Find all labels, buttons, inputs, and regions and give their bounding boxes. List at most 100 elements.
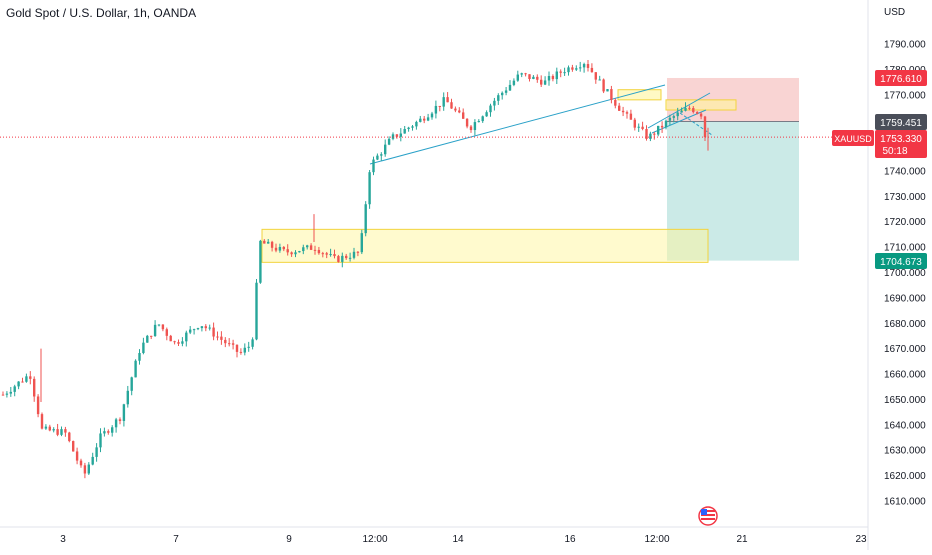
candle [212, 322, 215, 341]
candle [360, 229, 363, 255]
candle [251, 337, 254, 350]
candle [446, 92, 449, 103]
price-tick-label: 1640.000 [884, 420, 926, 431]
supply-zone-right[interactable] [665, 99, 737, 111]
candle [528, 74, 531, 82]
channel-break-line[interactable] [679, 112, 713, 136]
candle [255, 279, 258, 341]
candle [403, 125, 406, 134]
candle [64, 426, 67, 437]
candle [594, 72, 597, 84]
candle [368, 170, 371, 209]
time-tick-label: 9 [286, 534, 292, 545]
candle [473, 119, 477, 136]
candle [48, 424, 51, 432]
candle [419, 115, 422, 123]
candle [633, 117, 636, 131]
time-tick-label: 7 [173, 534, 179, 545]
candle [325, 251, 328, 259]
candle [1, 391, 5, 396]
candle [216, 331, 219, 341]
candle [9, 386, 12, 397]
channel-upper-line[interactable] [647, 92, 711, 129]
candle [664, 119, 668, 130]
time-tick-label: 12:00 [362, 534, 387, 545]
candle [220, 331, 223, 345]
time-tick-label: 14 [452, 534, 464, 545]
candle [699, 112, 703, 120]
time-tick-label: 12:00 [644, 534, 669, 545]
candle [302, 244, 305, 255]
candle [559, 69, 562, 78]
candle [387, 136, 391, 146]
candle [56, 423, 59, 437]
price-tick-label: 1770.000 [884, 90, 926, 101]
candle [668, 114, 672, 126]
candle [306, 244, 309, 250]
candle [610, 85, 613, 104]
price-axis[interactable]: 1790.0001780.0001770.0001760.0001750.000… [884, 40, 926, 508]
candle [637, 123, 640, 132]
stop-price-badge: 1776.610 [875, 70, 927, 86]
demand-zone[interactable] [261, 228, 709, 263]
candle [208, 324, 211, 331]
candle [407, 126, 410, 132]
price-tick-label: 1660.000 [884, 370, 926, 381]
candle [356, 251, 360, 257]
candle [173, 340, 176, 345]
candle [641, 121, 644, 131]
candle [87, 462, 90, 475]
candle [649, 131, 652, 142]
candle [540, 75, 543, 88]
candle [72, 440, 75, 452]
candle [653, 131, 656, 140]
price-tick-label: 1710.000 [884, 243, 926, 254]
candle [520, 72, 523, 78]
candle [442, 92, 445, 111]
time-tick-label: 21 [736, 534, 748, 545]
candle [228, 338, 231, 347]
candle [181, 337, 184, 347]
candle [17, 381, 20, 390]
last-price-label: 1753.330 [880, 134, 922, 145]
price-tick-label: 1630.000 [884, 446, 926, 457]
candle [696, 111, 699, 115]
candle [169, 334, 172, 342]
candle [426, 113, 430, 122]
candle [126, 385, 129, 408]
candle [146, 334, 149, 343]
candle [380, 152, 383, 161]
candle [99, 428, 102, 453]
candle [243, 343, 246, 356]
candle [532, 75, 535, 80]
candle [185, 330, 188, 347]
supply-zone-left[interactable] [617, 89, 662, 101]
candle [25, 373, 28, 383]
candle [13, 384, 16, 397]
candle [680, 107, 683, 113]
candle [161, 324, 165, 332]
candle [341, 252, 344, 268]
candle [399, 128, 402, 142]
time-tick-label: 23 [855, 534, 867, 545]
candle [294, 250, 297, 258]
candle [395, 134, 399, 139]
candle [384, 139, 387, 157]
candle [497, 93, 500, 105]
candle [430, 111, 434, 120]
candle [590, 63, 594, 73]
time-axis[interactable]: 3 7 9 12:00 14 16 12:00 21 23 [60, 534, 867, 545]
trendline-support[interactable] [369, 84, 666, 165]
candle [270, 240, 274, 252]
candle [372, 156, 375, 176]
target-price-label: 1704.673 [880, 257, 922, 268]
symbol-badge: XAUUSD [832, 130, 874, 146]
time-tick-label: 16 [564, 534, 576, 545]
candle [189, 326, 192, 335]
candle [231, 339, 235, 350]
candle [348, 252, 352, 262]
candle [150, 335, 153, 340]
us-flag-icon[interactable] [698, 506, 718, 526]
